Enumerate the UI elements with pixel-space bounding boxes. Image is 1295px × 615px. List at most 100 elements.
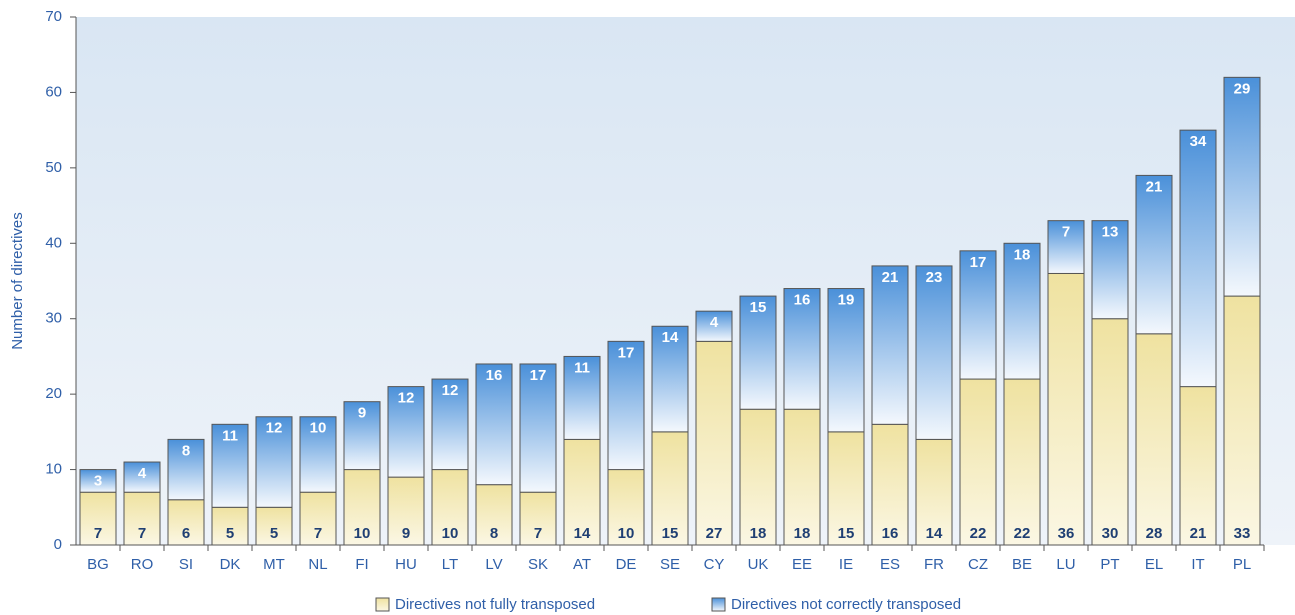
bar-segment: [343, 401, 381, 471]
value-label: 7: [138, 525, 146, 542]
bar-segment: [167, 438, 205, 501]
value-label: 21: [882, 269, 899, 286]
x-tick-label: PL: [1233, 556, 1251, 573]
value-label: 7: [1062, 224, 1070, 241]
legend-swatch: [375, 597, 390, 612]
value-label: 18: [794, 525, 811, 542]
bar-segment: [871, 423, 909, 546]
x-tick-label: RO: [131, 556, 154, 573]
x-tick-label: BE: [1012, 556, 1032, 573]
bar-segment: [1003, 242, 1041, 380]
value-label: 23: [926, 269, 943, 286]
value-label: 9: [358, 405, 366, 422]
bar-segment: [519, 491, 557, 546]
x-tick-label: EE: [792, 556, 812, 573]
y-tick-label: 10: [45, 461, 62, 478]
value-label: 7: [534, 525, 542, 542]
value-label: 15: [662, 525, 679, 542]
value-label: 12: [442, 382, 459, 399]
bar-segment: [1223, 76, 1261, 297]
bar-segment: [959, 250, 997, 380]
value-label: 12: [266, 420, 283, 437]
bar-segment: [695, 340, 733, 546]
bar-segment: [79, 491, 117, 546]
bar-segment: [79, 469, 117, 493]
value-label: 10: [310, 420, 327, 437]
x-tick-label: EL: [1145, 556, 1163, 573]
value-label: 7: [314, 525, 322, 542]
x-tick-label: LV: [485, 556, 502, 573]
value-label: 10: [442, 525, 459, 542]
bar-segment: [827, 431, 865, 546]
bar-segment: [827, 288, 865, 433]
value-label: 17: [970, 254, 987, 271]
y-tick-label: 40: [45, 234, 62, 251]
bar-segment: [563, 355, 601, 440]
bar-segment: [783, 408, 821, 546]
value-label: 18: [1014, 246, 1031, 263]
x-tick-label: DK: [220, 556, 241, 573]
legend-label: Directives not correctly transposed: [731, 596, 961, 613]
value-label: 34: [1190, 133, 1207, 150]
value-label: 33: [1234, 525, 1251, 542]
bar-segment: [475, 363, 513, 486]
value-label: 19: [838, 292, 855, 309]
value-label: 11: [574, 359, 590, 376]
x-tick-label: ES: [880, 556, 900, 573]
y-tick-label: 0: [54, 536, 62, 553]
bar-segment: [1223, 295, 1261, 546]
value-label: 8: [182, 442, 190, 459]
value-label: 21: [1146, 178, 1163, 195]
bar-segment: [1047, 220, 1085, 274]
value-label: 22: [970, 525, 987, 542]
value-label: 17: [618, 344, 635, 361]
y-tick-label: 30: [45, 310, 62, 327]
value-label: 18: [750, 525, 767, 542]
x-tick-label: LT: [442, 556, 458, 573]
x-tick-label: SE: [660, 556, 680, 573]
bar-segment: [871, 265, 909, 425]
value-label: 3: [94, 473, 102, 490]
value-label: 13: [1102, 224, 1119, 241]
y-tick-label: 60: [45, 83, 62, 100]
x-tick-label: SI: [179, 556, 193, 573]
bar-segment: [915, 438, 953, 546]
bar-segment: [123, 461, 161, 493]
x-tick-label: SK: [528, 556, 548, 573]
value-label: 4: [138, 465, 147, 482]
bar-segment: [1135, 333, 1173, 546]
bar-segment: [167, 499, 205, 546]
bar-segment: [739, 295, 777, 410]
bar-segment: [211, 423, 249, 508]
x-tick-label: AT: [573, 556, 591, 573]
value-label: 16: [882, 525, 899, 542]
value-label: 7: [94, 525, 102, 542]
bar-segment: [211, 506, 249, 546]
x-tick-label: MT: [263, 556, 285, 573]
value-label: 4: [710, 314, 719, 331]
bar-segment: [915, 265, 953, 440]
value-label: 15: [838, 525, 855, 542]
value-label: 30: [1102, 525, 1119, 542]
y-axis-label: Number of directives: [9, 212, 26, 350]
bar-segment: [1179, 129, 1217, 388]
x-tick-label: IE: [839, 556, 853, 573]
value-label: 6: [182, 525, 190, 542]
bar-segment: [959, 378, 997, 546]
value-label: 11: [222, 427, 238, 444]
value-label: 10: [354, 525, 371, 542]
value-label: 14: [926, 525, 943, 542]
x-tick-label: CY: [704, 556, 725, 573]
bar-segment: [1135, 174, 1173, 335]
x-tick-label: NL: [308, 556, 327, 573]
bar-segment: [255, 416, 293, 508]
value-label: 27: [706, 525, 723, 542]
bar-segment: [299, 416, 337, 493]
bar-segment: [1003, 378, 1041, 546]
x-tick-label: LU: [1056, 556, 1075, 573]
value-label: 16: [794, 292, 811, 309]
bar-segment: [651, 325, 689, 433]
value-label: 21: [1190, 525, 1207, 542]
value-label: 5: [226, 525, 234, 542]
bar-segment: [519, 363, 557, 493]
